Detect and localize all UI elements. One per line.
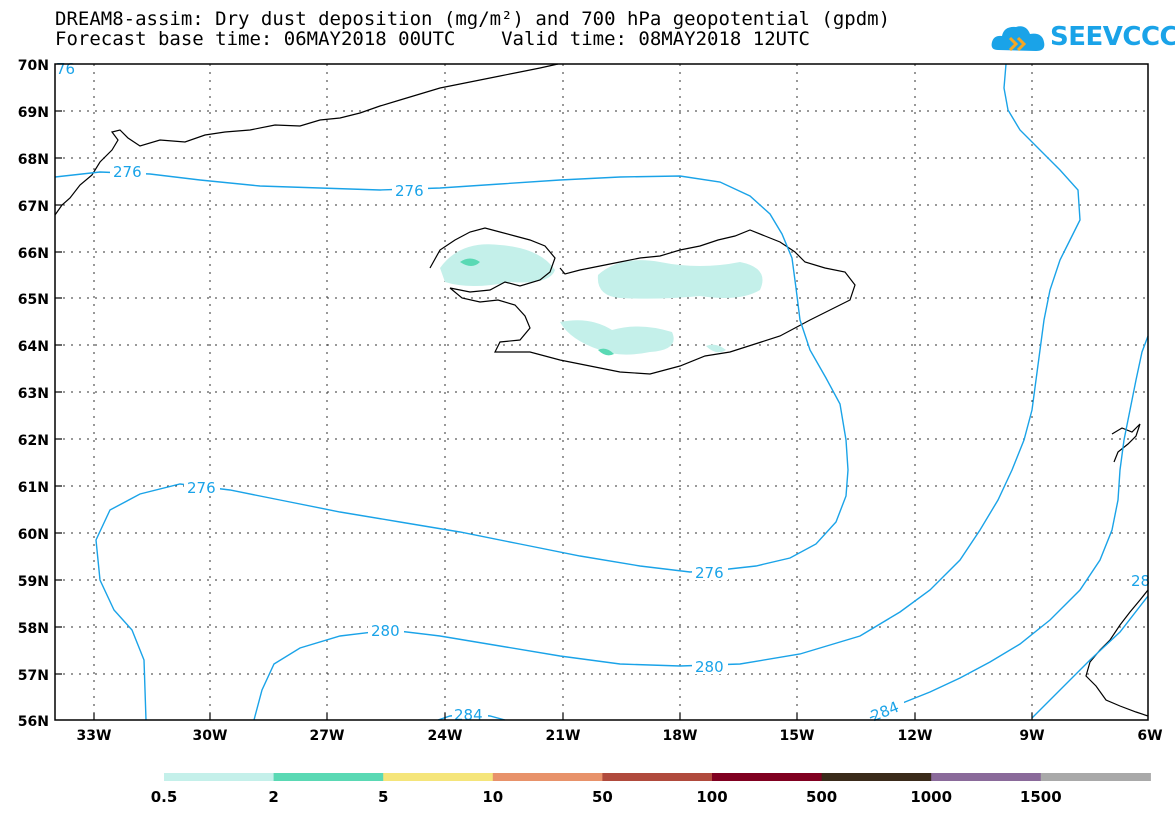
legend-swatch (602, 773, 713, 781)
contour-label: 284 (454, 706, 483, 724)
contour-276-north (54, 171, 849, 721)
legend-swatch (712, 773, 823, 781)
map-title-line1: DREAM8-assim: Dry dust deposition (mg/m²… (55, 8, 891, 30)
longitude-labels: 33W 30W 27W 24W 21W 18W 15W 12W 9W 6W (77, 728, 1163, 744)
contour-label: 276 (113, 163, 142, 181)
lon-label: 18W (663, 728, 698, 744)
lon-label: 9W (1019, 728, 1044, 744)
lat-label: 69N (18, 105, 49, 121)
latitude-labels: 70N 69N 68N 67N 66N 65N 64N 63N 62N 61N … (18, 58, 49, 730)
lat-label: 56N (18, 714, 49, 730)
cloud-icon (991, 26, 1045, 52)
color-legend: 0.5 2 5 10 50 100 500 1000 1500 (151, 773, 1151, 806)
axis-ticks (55, 110, 1033, 720)
legend-label: 5 (378, 788, 388, 806)
lon-label: 24W (428, 728, 463, 744)
greenland-coast (54, 63, 559, 216)
contour-labels: 276 276 276 276 280 280 284 284 28 76 (56, 60, 1150, 725)
lat-label: 58N (18, 621, 49, 637)
contour-28x (1031, 595, 1149, 719)
legend-label: 1500 (1020, 788, 1062, 806)
logo-text: SEEVCCC (1050, 22, 1175, 52)
lon-label: 30W (193, 728, 228, 744)
geopotential-contours (54, 63, 1149, 721)
legend-swatch (164, 773, 275, 781)
coastlines (54, 63, 1149, 717)
lon-label: 6W (1137, 728, 1162, 744)
contour-280 (253, 63, 1081, 721)
contour-label: 280 (371, 622, 400, 640)
legend-swatch (492, 773, 603, 781)
contour-label: 276 (695, 564, 724, 582)
dust-deposition-field (440, 244, 763, 356)
contour-label: 276 (187, 479, 216, 497)
legend-swatch (821, 773, 932, 781)
lat-label: 61N (18, 480, 49, 496)
legend-label: 0.5 (151, 788, 178, 806)
contour-label: 276 (395, 182, 424, 200)
lat-label: 60N (18, 527, 49, 543)
legend-swatch (931, 773, 1042, 781)
legend-swatch (383, 773, 494, 781)
legend-swatch (1040, 773, 1151, 781)
lat-label: 59N (18, 574, 49, 590)
graticule (55, 64, 1148, 720)
lat-label: 67N (18, 199, 49, 215)
lon-label: 33W (77, 728, 112, 744)
lat-label: 64N (18, 339, 49, 355)
lon-label: 12W (898, 728, 933, 744)
lon-label: 15W (780, 728, 815, 744)
lat-label: 65N (18, 292, 49, 308)
map-title-line2: Forecast base time: 06MAY2018 00UTC Vali… (55, 28, 810, 50)
contour-label: 76 (56, 60, 75, 78)
legend-label: 1000 (910, 788, 952, 806)
faroe-coast (1111, 423, 1141, 463)
contour-284-east (869, 335, 1149, 719)
lat-label: 68N (18, 152, 49, 168)
lon-label: 21W (546, 728, 581, 744)
lat-label: 66N (18, 246, 49, 262)
scotland-coast (1085, 589, 1149, 717)
legend-label: 50 (592, 788, 613, 806)
legend-swatch (273, 773, 384, 781)
lon-label: 27W (310, 728, 345, 744)
lat-label: 70N (18, 58, 49, 74)
legend-label: 10 (482, 788, 503, 806)
legend-label: 500 (806, 788, 837, 806)
seevccc-logo: SEEVCCC (990, 20, 1175, 58)
lat-label: 63N (18, 386, 49, 402)
iceland-coast (429, 227, 856, 375)
legend-label: 100 (696, 788, 727, 806)
contour-label: 280 (695, 658, 724, 676)
lat-label: 57N (18, 668, 49, 684)
lat-label: 62N (18, 433, 49, 449)
legend-label: 2 (268, 788, 278, 806)
contour-label: 28 (1131, 572, 1150, 590)
